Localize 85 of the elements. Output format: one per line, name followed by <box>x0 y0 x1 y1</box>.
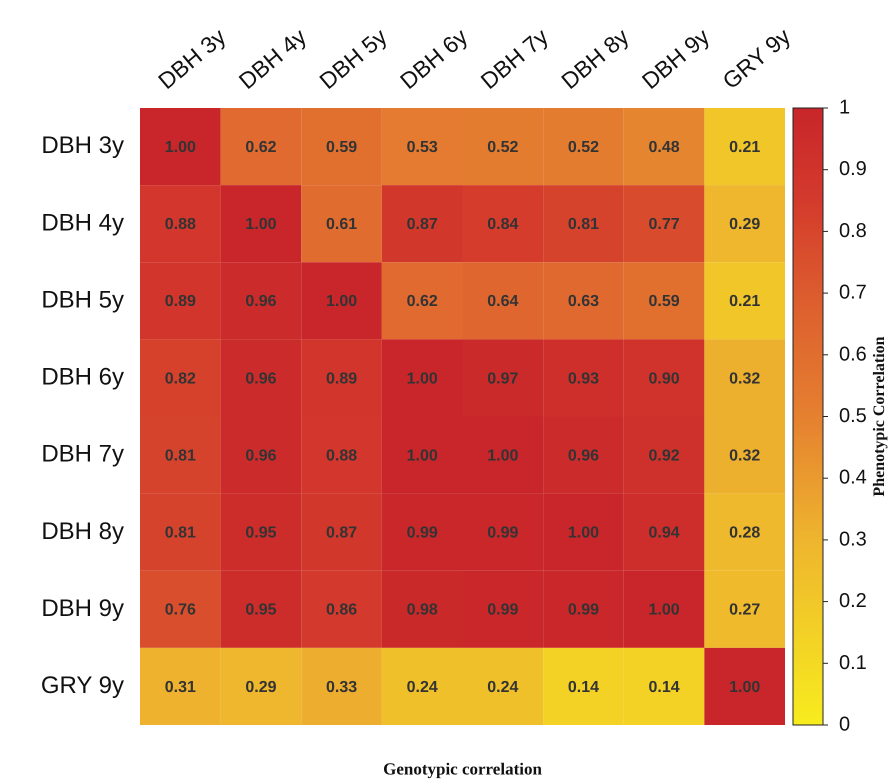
data-label: 1.00 <box>406 370 438 388</box>
data-label: 1.00 <box>568 524 600 542</box>
data-label: 0.64 <box>487 293 518 310</box>
data-label: 0.52 <box>487 138 518 156</box>
color-bar-title: Phenotypic Correlation <box>871 336 888 497</box>
data-label: 0.29 <box>245 678 277 696</box>
color-bar-label: 0.9 <box>839 158 867 180</box>
y-tick-label: DBH 5y <box>41 286 124 314</box>
data-label: 1.00 <box>245 216 277 234</box>
data-label: 0.63 <box>568 293 600 310</box>
color-bar-label: 0.5 <box>839 405 867 428</box>
data-label: 0.99 <box>487 524 518 542</box>
data-label: 0.24 <box>487 678 518 696</box>
color-bar-label: 0.8 <box>839 220 867 242</box>
y-tick-label: DBH 6y <box>41 364 124 391</box>
color-bar-label: 0.7 <box>839 282 867 304</box>
data-label: 0.53 <box>406 138 438 156</box>
data-label: 0.95 <box>245 524 277 542</box>
x-axis-title: Genotypic correlation <box>383 759 542 778</box>
data-label: 0.61 <box>326 216 358 234</box>
data-label: 0.94 <box>648 524 680 542</box>
data-label: 0.89 <box>164 293 196 310</box>
data-label: 0.99 <box>406 524 438 542</box>
data-label: 0.28 <box>729 524 760 542</box>
data-label: 0.59 <box>648 293 680 310</box>
color-bar-label: 0.3 <box>839 528 867 550</box>
data-label: 0.81 <box>164 447 196 464</box>
data-label: 0.59 <box>326 138 358 156</box>
data-label: 0.14 <box>568 678 600 696</box>
data-label: 0.32 <box>729 370 760 388</box>
data-label: 1.00 <box>487 447 518 464</box>
data-label: 0.48 <box>648 138 680 156</box>
y-tick-label: DBH 8y <box>41 518 124 545</box>
data-label: 0.21 <box>729 293 760 310</box>
data-label: 0.92 <box>648 447 680 464</box>
data-label: 0.77 <box>648 216 680 234</box>
y-tick-label: GRY 9y <box>40 672 124 700</box>
data-label: 0.76 <box>164 602 196 619</box>
data-label: 1.00 <box>406 447 438 464</box>
data-label: 0.81 <box>568 216 600 234</box>
data-label: 1.00 <box>648 602 680 619</box>
color-bar-label: 0.4 <box>839 466 867 489</box>
color-bar-label: 0.2 <box>839 590 867 612</box>
data-label: 0.98 <box>406 602 438 619</box>
data-label: 0.24 <box>406 678 438 696</box>
data-label: 0.96 <box>568 447 600 464</box>
y-tick-label: DBH 9y <box>41 594 124 622</box>
data-label: 0.99 <box>487 602 518 619</box>
data-label: 0.33 <box>326 678 358 696</box>
data-label: 1.00 <box>729 678 760 696</box>
data-label: 0.99 <box>568 602 600 619</box>
color-bar-label: 0 <box>839 714 850 736</box>
data-label: 0.62 <box>245 138 277 156</box>
data-label: 0.96 <box>245 293 277 310</box>
data-label: 0.62 <box>406 293 438 310</box>
color-bar-label: 1 <box>839 96 850 119</box>
data-label: 0.87 <box>406 216 438 234</box>
y-tick-label: DBH 7y <box>41 440 124 468</box>
data-label: 1.00 <box>164 138 196 156</box>
data-label: 0.86 <box>326 602 358 619</box>
y-tick-label: DBH 4y <box>41 209 124 236</box>
data-label: 0.82 <box>164 370 196 388</box>
data-label: 0.32 <box>729 447 760 464</box>
data-label: 0.88 <box>326 447 358 464</box>
color-bar-label: 0.1 <box>839 652 867 674</box>
data-label: 0.90 <box>648 370 680 388</box>
data-label: 0.96 <box>245 370 277 388</box>
data-label: 0.31 <box>164 678 196 696</box>
data-label: 0.93 <box>568 370 600 388</box>
data-label: 0.89 <box>326 370 358 388</box>
data-label: 0.81 <box>164 524 196 542</box>
data-label: 1.00 <box>326 293 358 310</box>
y-tick-label: DBH 3y <box>41 132 124 160</box>
data-label: 0.96 <box>245 447 277 464</box>
data-label: 0.52 <box>568 138 600 156</box>
data-label: 0.14 <box>648 678 680 696</box>
data-label: 0.97 <box>487 370 518 388</box>
data-label: 0.88 <box>164 216 196 234</box>
data-label: 0.87 <box>326 524 358 542</box>
data-label: 0.29 <box>729 216 760 234</box>
data-label: 0.84 <box>487 216 518 234</box>
data-label: 0.21 <box>729 138 760 156</box>
data-label: 0.95 <box>245 602 277 619</box>
color-bar-label: 0.6 <box>839 343 867 366</box>
data-label: 0.27 <box>729 602 760 619</box>
